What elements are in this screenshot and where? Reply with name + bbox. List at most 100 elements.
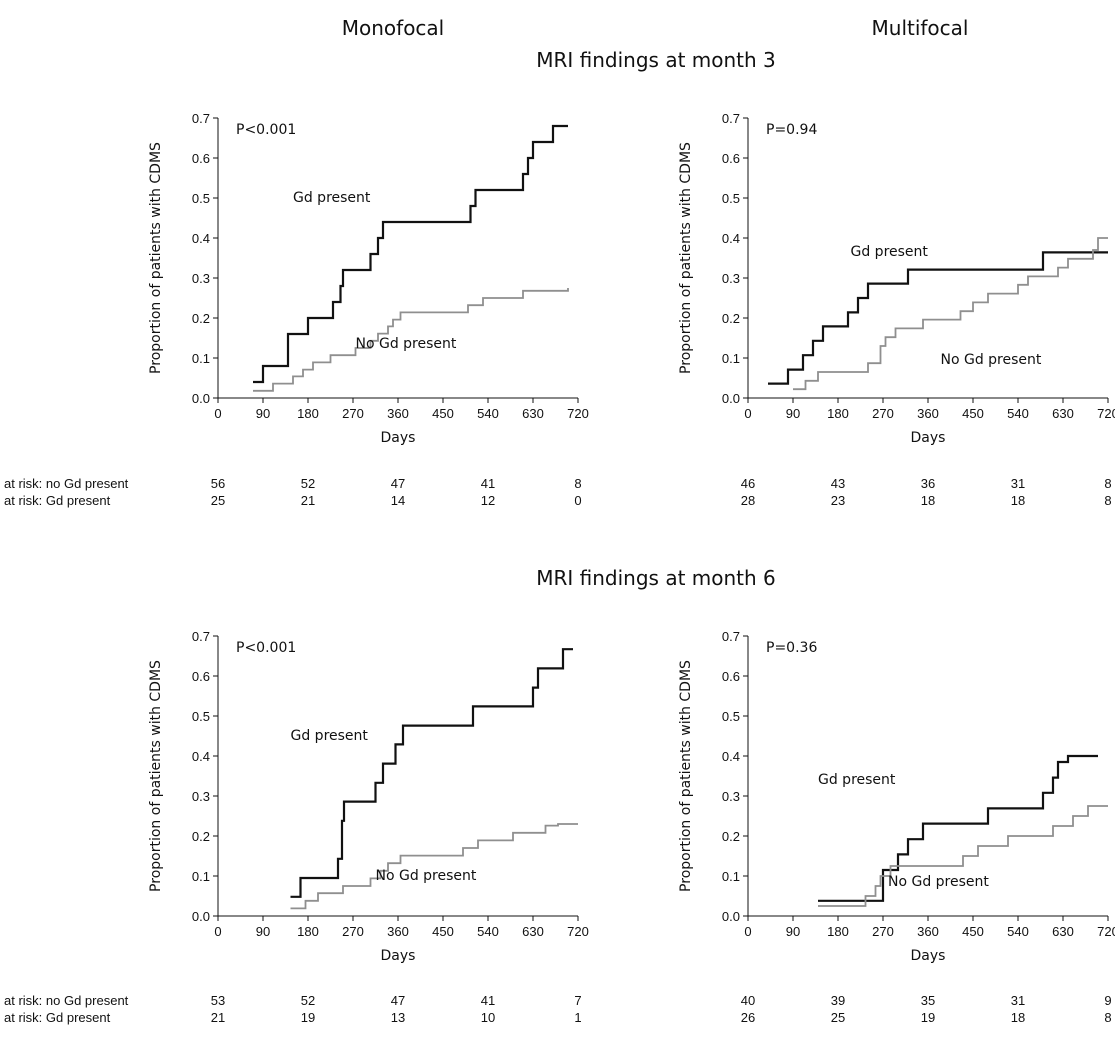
y-tick-label: 0.5 [722, 191, 740, 206]
x-tick-label: 360 [917, 406, 939, 421]
x-tick-label: 540 [477, 406, 499, 421]
series-line-no-gd-present [818, 805, 1108, 907]
chart-monofocal-month6: 0.0 0.1 0.2 0.3 0.4 0.5 0.6 0.7 0 90 180 270 360 450 5… [148, 629, 589, 964]
y-tick-label: 0.7 [192, 629, 210, 644]
series-label-no-gd-present: No Gd present [941, 352, 1042, 368]
series-label-gd-present: Gd present [291, 728, 369, 744]
y-tick-label: 0.7 [722, 629, 740, 644]
at-risk-gd-value: 18 [920, 493, 936, 508]
at-risk-gd-value: 26 [740, 1010, 756, 1025]
at-risk-no-gd-value: 43 [830, 476, 846, 491]
series-label-gd-present: Gd present [293, 190, 371, 206]
at-risk-gd-value: 0 [574, 493, 582, 508]
chart-multifocal-month6: 0.0 0.1 0.2 0.3 0.4 0.5 0.6 0.7 0 90 180 270 360 450 5… [678, 629, 1115, 964]
x-tick-label: 450 [962, 406, 984, 421]
at-risk-no-gd-value: 35 [920, 993, 936, 1008]
x-tick-label: 540 [1007, 406, 1029, 421]
x-tick-label: 0 [744, 406, 751, 421]
risk-label-gd-bottom: at risk: Gd present [4, 1010, 111, 1025]
x-tick-label: 720 [567, 924, 589, 939]
x-tick-label: 270 [342, 406, 364, 421]
x-tick-label: 90 [786, 924, 800, 939]
at-risk-gd-value: 8 [1104, 1010, 1112, 1025]
y-tick-label: 0.5 [192, 709, 210, 724]
series-label-no-gd-present: No Gd present [376, 868, 477, 884]
y-tick-label: 0.3 [192, 789, 210, 804]
y-tick-label: 0.1 [192, 351, 210, 366]
at-risk-gd-value: 21 [210, 1010, 226, 1025]
at-risk-gd-value: 14 [390, 493, 406, 508]
heading-monofocal: Monofocal [341, 16, 445, 40]
x-tick-label: 540 [1007, 924, 1029, 939]
at-risk-no-gd-value: 8 [574, 476, 582, 491]
y-tick-label: 0.6 [192, 151, 210, 166]
at-risk-gd-value: 25 [210, 493, 226, 508]
y-tick-label: 0.5 [192, 191, 210, 206]
y-tick-label: 0.7 [192, 111, 210, 126]
p-value-annotation: P=0.94 [766, 122, 817, 138]
at-risk-no-gd-value: 41 [480, 993, 496, 1008]
at-risk-no-gd-value: 39 [830, 993, 846, 1008]
at-risk-no-gd-value: 52 [300, 993, 316, 1008]
x-tick-label: 270 [872, 924, 894, 939]
x-tick-label: 720 [1097, 924, 1115, 939]
series-label-no-gd-present: No Gd present [356, 336, 457, 352]
series-label-gd-present: Gd present [851, 244, 929, 260]
y-tick-label: 0.4 [722, 749, 740, 764]
at-risk-no-gd-value: 40 [740, 993, 756, 1008]
x-tick-label: 540 [477, 924, 499, 939]
y-tick-label: 0.0 [192, 391, 210, 406]
at-risk-gd-value: 12 [480, 493, 496, 508]
at-risk-gd-value: 8 [1104, 493, 1112, 508]
series-line-gd-present [290, 648, 573, 898]
y-axis-label: Proportion of patients with CDMS [148, 142, 164, 374]
y-tick-label: 0.2 [722, 311, 740, 326]
x-tick-label: 180 [827, 924, 849, 939]
x-tick-label: 180 [297, 406, 319, 421]
x-tick-label: 0 [214, 924, 221, 939]
y-tick-label: 0.3 [192, 271, 210, 286]
x-tick-label: 630 [1052, 924, 1074, 939]
y-tick-label: 0.3 [722, 789, 740, 804]
x-tick-label: 360 [387, 406, 409, 421]
y-tick-label: 0.1 [722, 869, 740, 884]
series-line-gd-present [818, 754, 1098, 902]
x-tick-label: 720 [567, 406, 589, 421]
risk-label-no-gd-top: at risk: no Gd present [4, 476, 129, 491]
x-tick-label: 450 [432, 924, 454, 939]
at-risk-no-gd-value: 31 [1010, 993, 1026, 1008]
at-risk-gd-value: 10 [480, 1010, 496, 1025]
y-tick-label: 0.6 [722, 669, 740, 684]
x-tick-label: 270 [342, 924, 364, 939]
at-risk-gd-value: 19 [920, 1010, 936, 1025]
x-tick-label: 720 [1097, 406, 1115, 421]
y-tick-label: 0.1 [722, 351, 740, 366]
x-tick-label: 630 [1052, 406, 1074, 421]
series-line-gd-present [768, 251, 1108, 385]
series-label-no-gd-present: No Gd present [888, 874, 989, 890]
at-risk-no-gd-value: 9 [1104, 993, 1112, 1008]
y-tick-label: 0.2 [192, 311, 210, 326]
at-risk-gd-value: 25 [830, 1010, 846, 1025]
heading-multifocal: Multifocal [871, 16, 969, 40]
series-line-no-gd-present [290, 823, 578, 910]
at-risk-gd-value: 1 [574, 1010, 582, 1025]
x-tick-label: 90 [786, 406, 800, 421]
series-line-gd-present [253, 124, 568, 384]
at-risk-gd-value: 13 [390, 1010, 406, 1025]
x-tick-label: 360 [387, 924, 409, 939]
at-risk-gd-value: 19 [300, 1010, 316, 1025]
y-axis-label: Proportion of patients with CDMS [678, 142, 694, 374]
x-tick-label: 630 [522, 924, 544, 939]
x-axis-label: Days [381, 430, 416, 446]
x-axis-label: Days [381, 948, 416, 964]
at-risk-no-gd-value: 56 [210, 476, 226, 491]
at-risk-no-gd-value: 31 [1010, 476, 1026, 491]
x-tick-label: 180 [827, 406, 849, 421]
heading-month3: MRI findings at month 3 [536, 48, 776, 72]
p-value-annotation: P<0.001 [236, 640, 296, 656]
y-tick-label: 0.0 [192, 909, 210, 924]
x-tick-label: 0 [214, 406, 221, 421]
at-risk-no-gd-value: 36 [920, 476, 936, 491]
y-tick-label: 0.7 [722, 111, 740, 126]
